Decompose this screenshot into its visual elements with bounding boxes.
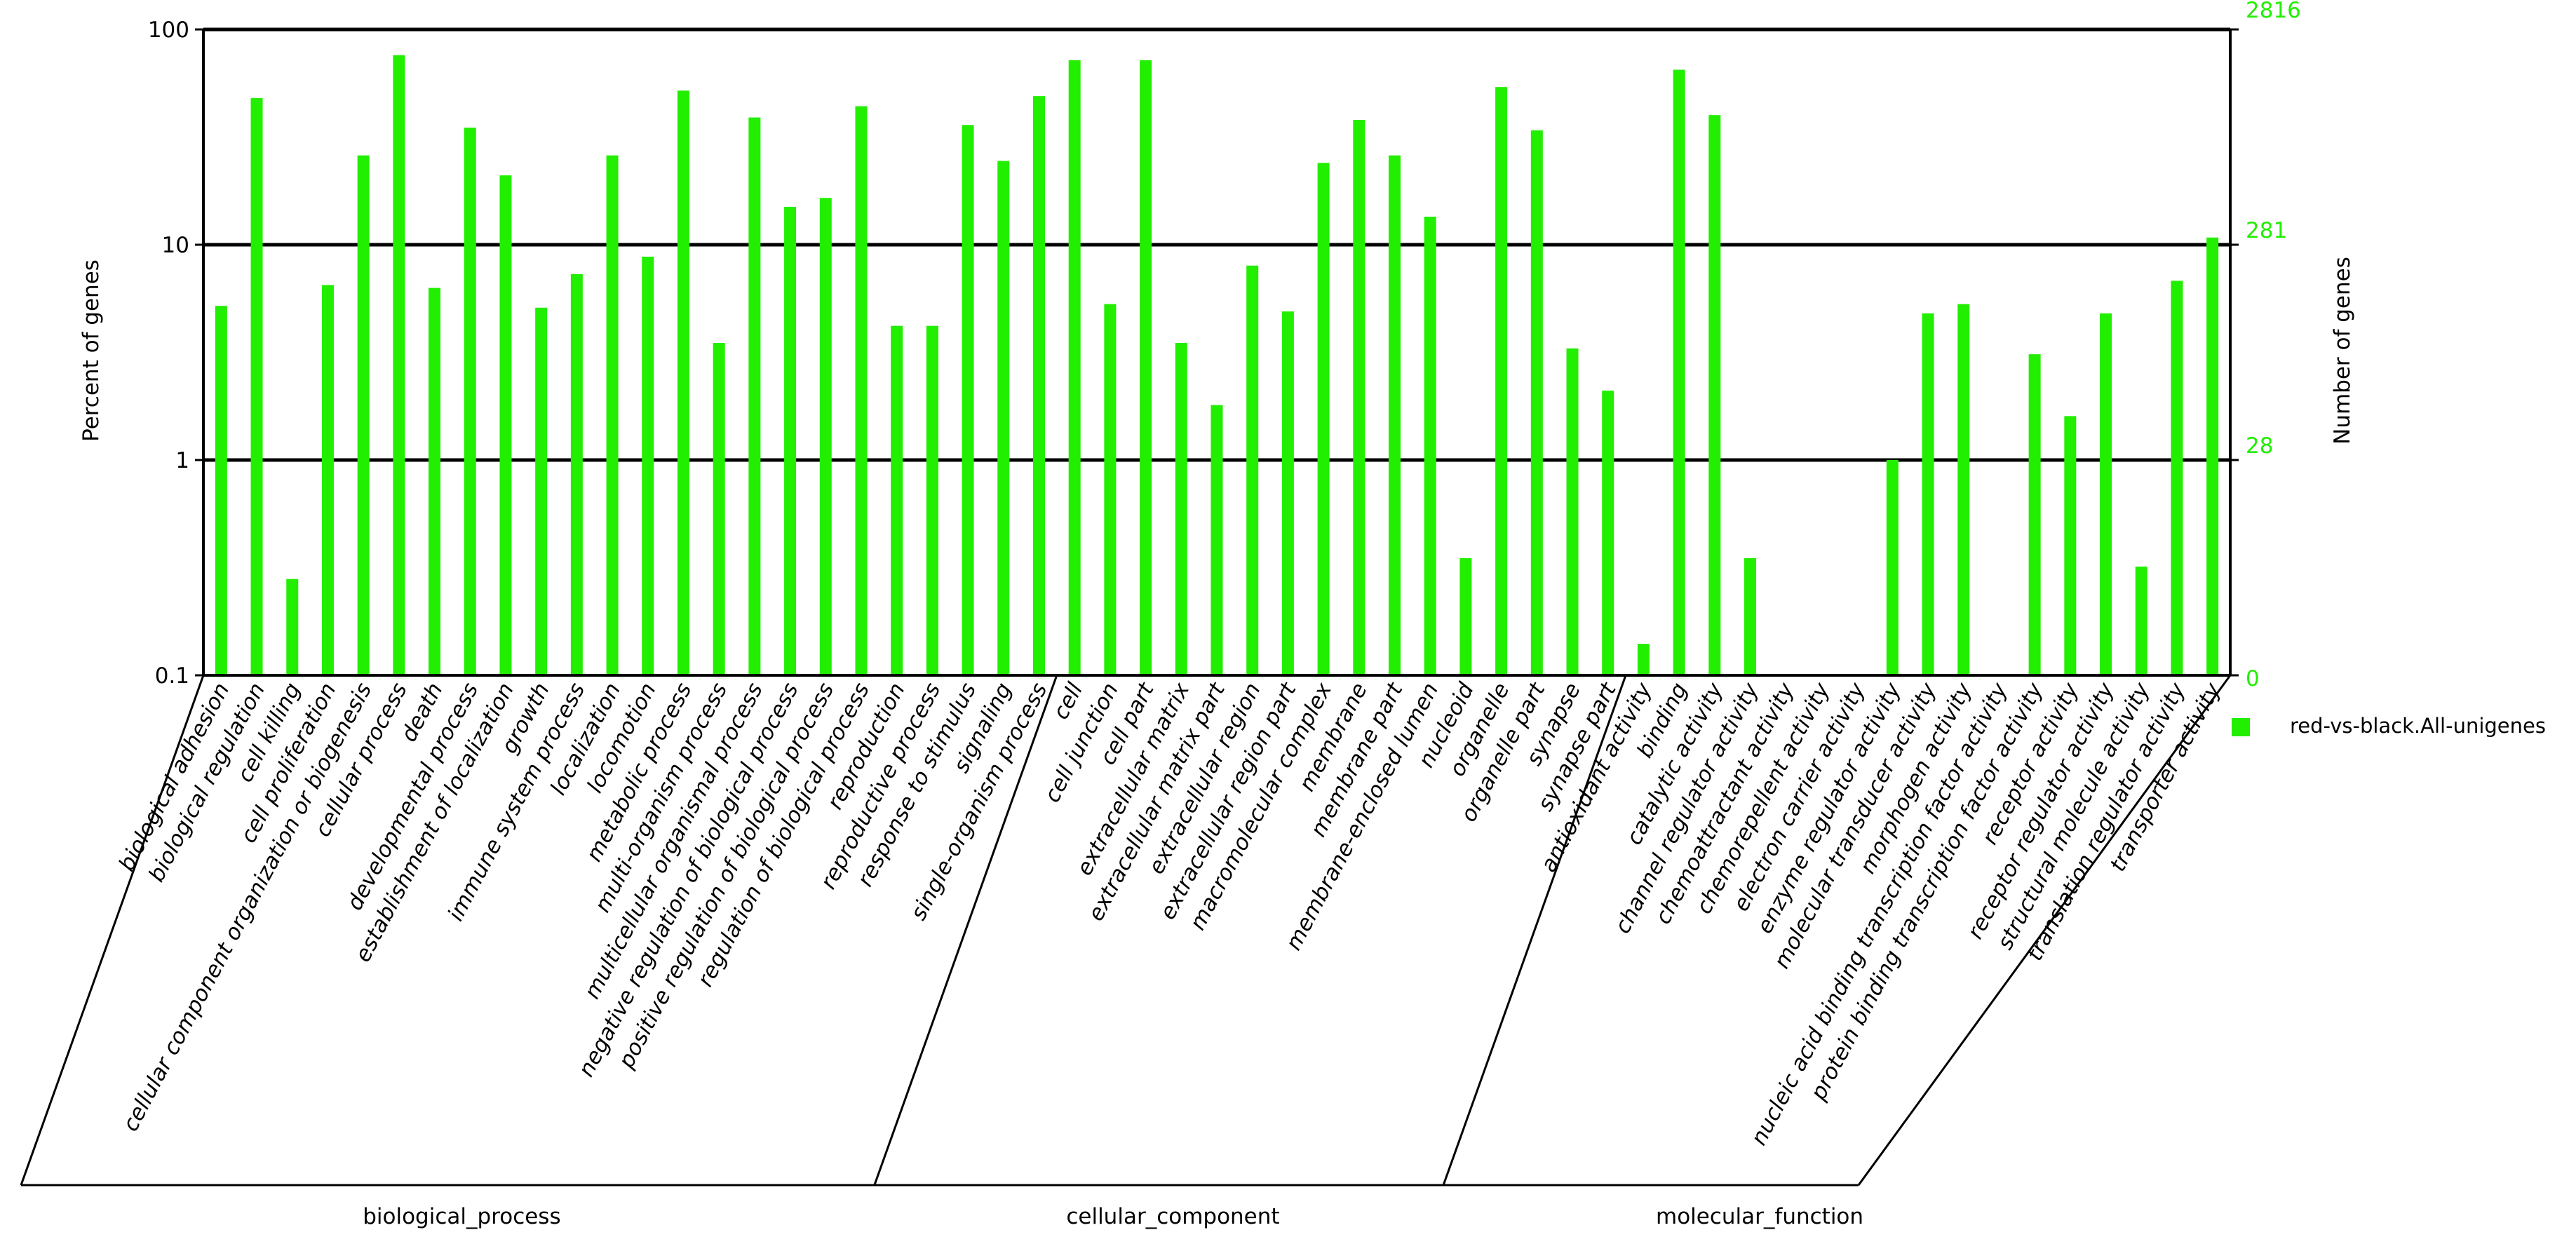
- group-separator: [873, 675, 1058, 1186]
- bar: [499, 175, 512, 675]
- bar: [215, 306, 227, 675]
- bar: [321, 285, 334, 675]
- legend-swatch: [2232, 718, 2250, 736]
- bar: [1104, 304, 1117, 675]
- bar: [1211, 405, 1223, 675]
- bar: [748, 117, 761, 676]
- bar: [1175, 342, 1187, 675]
- bar: [677, 90, 689, 676]
- bar: [250, 97, 263, 675]
- bar: [1744, 557, 1757, 675]
- bar: [606, 155, 619, 676]
- right-tick-label: 281: [2246, 218, 2287, 243]
- bar: [535, 307, 548, 675]
- bar: [1602, 391, 1614, 675]
- bar: [2064, 416, 2077, 675]
- bar: [819, 198, 832, 675]
- left-tick-label: 100: [148, 18, 189, 43]
- group-label: molecular_function: [1656, 1204, 1863, 1229]
- bar: [2135, 566, 2147, 675]
- bar: [1317, 163, 1330, 675]
- legend: red-vs-black.All-unigenes: [2232, 714, 2546, 738]
- bar: [1389, 155, 1401, 676]
- bar: [1459, 557, 1472, 675]
- bar: [1246, 265, 1259, 676]
- right-tick-label: 28: [2246, 433, 2273, 459]
- bar: [713, 342, 725, 675]
- y2-axis-title: Number of genes: [2330, 257, 2355, 445]
- group-separator: [20, 675, 205, 1186]
- bar: [1424, 216, 1436, 675]
- right-tick-label: 2816: [2246, 0, 2301, 23]
- bar: [393, 55, 405, 676]
- bar: [286, 579, 299, 675]
- group-separator: [1857, 675, 2232, 1186]
- bar: [2206, 237, 2219, 676]
- bar: [642, 257, 654, 675]
- right-tick-label: 0: [2246, 666, 2260, 691]
- bar: [1495, 87, 1508, 676]
- bar: [891, 325, 903, 675]
- bar: [570, 273, 583, 676]
- bar: [464, 127, 476, 675]
- bar: [1886, 460, 1899, 675]
- bar: [1957, 304, 1970, 675]
- legend-label: red-vs-black.All-unigenes: [2290, 714, 2546, 738]
- bar: [1140, 60, 1152, 675]
- bar-layer: [215, 55, 2219, 676]
- bar: [1922, 313, 1934, 675]
- bar: [926, 325, 938, 675]
- group-label: cellular_component: [1066, 1204, 1279, 1229]
- bar: [1637, 644, 1650, 675]
- group-layer: biological_process cellular_component mole…: [20, 675, 2232, 1229]
- bar: [1353, 120, 1365, 675]
- bar: [1281, 311, 1294, 675]
- bar: [855, 106, 868, 675]
- bar: [1708, 115, 1721, 675]
- bar: [1032, 96, 1045, 675]
- bar: [1566, 348, 1579, 675]
- bar: [2028, 354, 2041, 675]
- axis-layer: 100 2816 10 281 1 28 0.1 0: [148, 0, 2301, 691]
- left-tick-label: 10: [162, 233, 189, 258]
- bar: [997, 161, 1010, 676]
- bar: [1673, 69, 1685, 675]
- bar: [2100, 313, 2112, 675]
- bar: [357, 155, 370, 676]
- bar: [2171, 280, 2183, 675]
- bar: [784, 206, 797, 676]
- group-separator: [1442, 675, 1627, 1186]
- left-tick-label: 0.1: [155, 663, 189, 689]
- bar: [429, 288, 441, 676]
- bar: [1530, 130, 1543, 676]
- bar: [962, 125, 974, 675]
- y-axis-title: Percent of genes: [79, 259, 104, 442]
- left-tick-label: 1: [175, 448, 189, 473]
- bar: [1068, 60, 1081, 675]
- group-label: biological_process: [363, 1204, 560, 1229]
